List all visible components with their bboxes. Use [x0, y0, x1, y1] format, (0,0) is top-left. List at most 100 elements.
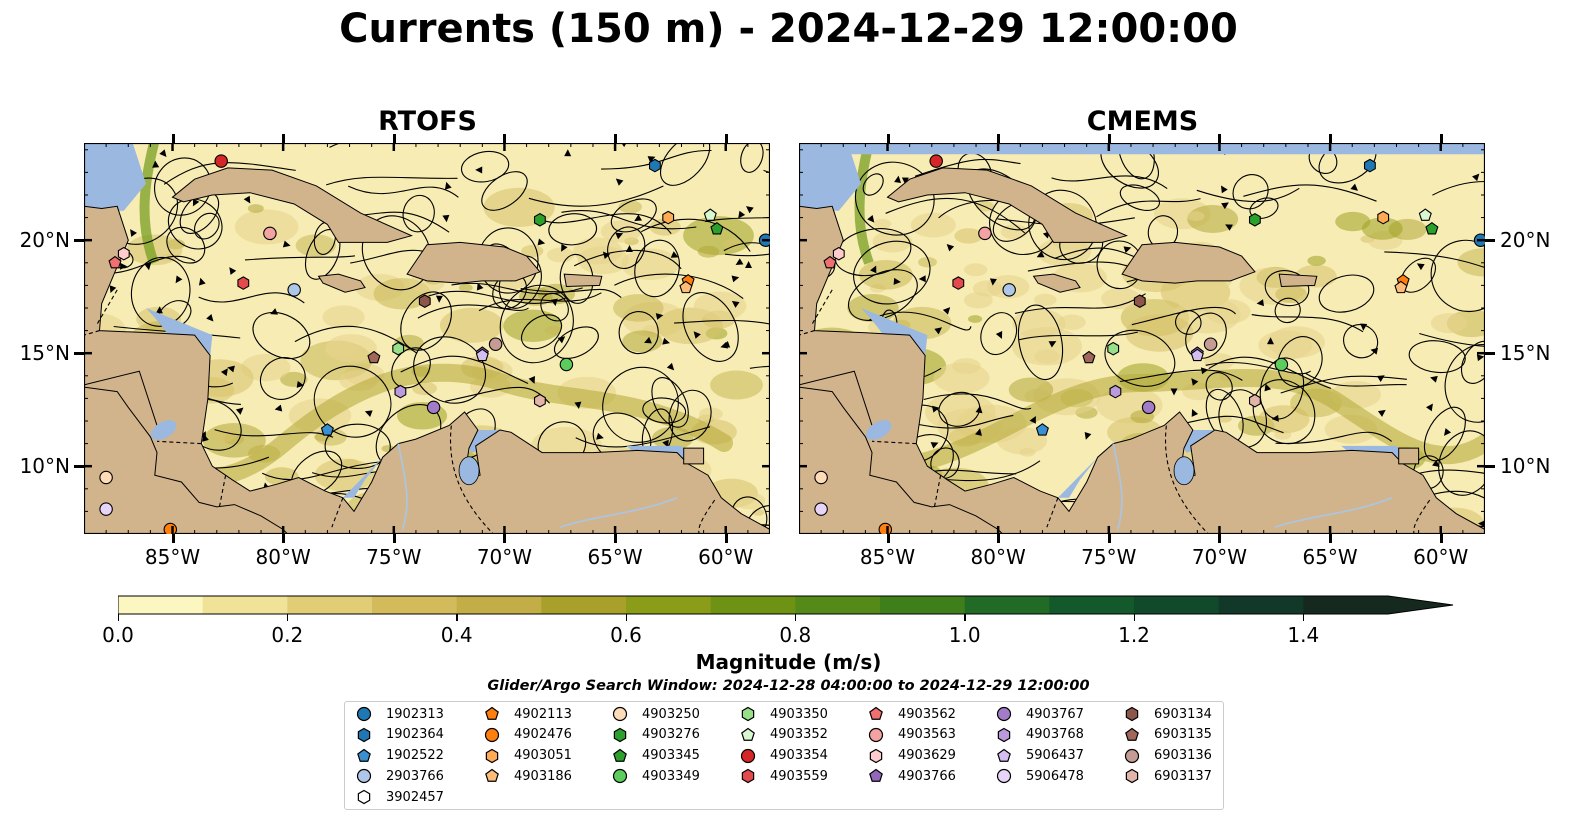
lon-tick-mark: [724, 134, 728, 143]
lat-tick-mark: [1485, 465, 1495, 469]
legend-label: 4903562: [898, 706, 956, 722]
legend-item-4903276: 4903276: [611, 726, 700, 744]
float-marker-4903350: [392, 341, 405, 356]
legend-marker-pentagon-icon: [357, 748, 371, 762]
legend-label: 3902457: [386, 789, 444, 805]
legend-marker-pentagon-icon: [869, 706, 883, 720]
legend-label: 4903051: [514, 748, 572, 764]
lon-tick-mark: [392, 134, 396, 143]
legend-label: 4903276: [642, 727, 700, 743]
legend-item-5906478: 5906478: [995, 767, 1084, 785]
float-marker-4903562: [823, 255, 837, 269]
legend-marker-circle-icon: [612, 769, 628, 784]
map-ticks: [84, 143, 770, 534]
legend-label: 4903350: [770, 706, 828, 722]
float-marker-6903134: [1133, 294, 1146, 309]
lon-tick-mark: [1329, 134, 1333, 143]
float-marker-4903768: [394, 384, 407, 399]
float-marker-4902476: [878, 522, 893, 534]
legend-marker-hexagon-icon: [357, 789, 371, 805]
colorbar-tick-label: 0.6: [610, 623, 642, 647]
colorbar-tick-mark: [794, 614, 797, 621]
float-markers: [814, 154, 1485, 534]
lon-tick-mark: [171, 134, 175, 143]
lon-tick-mark: [886, 134, 890, 143]
legend-item-4903051: 4903051: [483, 747, 572, 765]
legend-label: 5906437: [1026, 748, 1084, 764]
float-marker-5906478: [814, 502, 828, 516]
land: [799, 143, 1485, 534]
float-marker-4903768: [1109, 384, 1122, 399]
float-marker-4903354: [929, 154, 943, 168]
rivers: [397, 443, 678, 530]
legend-item-4903350: 4903350: [739, 705, 828, 723]
lat-tick-label-left: 20°N: [19, 228, 70, 253]
colorbar-tick-mark: [964, 614, 966, 621]
search-window-text: Glider/Argo Search Window: 2024-12-28 04…: [487, 678, 1090, 694]
panel-title-cmems: CMEMS: [1086, 106, 1199, 137]
colorbar-tick-mark: [456, 614, 458, 621]
colorbar-tick-label: 0.2: [271, 623, 304, 647]
legend-item-3902457: 3902457: [355, 788, 444, 806]
lon-tick-mark: [997, 134, 1001, 143]
lon-tick-label: 70°W: [476, 545, 533, 569]
lon-tick-mark: [886, 534, 890, 543]
legend-marker-hexagon-icon: [741, 769, 755, 784]
lat-tick-mark: [1485, 352, 1495, 356]
legend-label: 6903134: [1154, 706, 1212, 722]
legend-marker-pentagon-icon: [869, 769, 883, 783]
legend-item-1902313: 1902313: [355, 705, 444, 723]
legend-item-5906437: 5906437: [995, 747, 1084, 765]
legend-marker-circle-icon: [740, 748, 756, 763]
float-marker-1902364: [1363, 158, 1376, 173]
lon-tick-mark: [1439, 534, 1443, 543]
lat-tick-label-left: 10°N: [19, 454, 70, 479]
float-marker-4903559: [237, 276, 250, 290]
lon-tick-mark: [724, 534, 728, 543]
lon-tick-mark: [1107, 134, 1111, 143]
float-marker-5906437: [475, 348, 489, 362]
legend-item-4902113: 4902113: [483, 705, 572, 723]
legend-item-4903345: 4903345: [611, 747, 700, 765]
float-marker-1902522: [320, 423, 334, 436]
float-marker-6903137: [1248, 393, 1261, 408]
colorbar-tick-label: 1.0: [948, 623, 981, 647]
legend-item-1902522: 1902522: [355, 747, 444, 765]
colorbar-segments: [118, 596, 1389, 614]
float-marker-2903766: [1002, 283, 1016, 297]
legend-marker-hexagon-icon: [741, 706, 755, 722]
float-marker-4903354: [214, 154, 228, 168]
lat-tick-label-right: 10°N: [1500, 454, 1551, 479]
float-marker-5906478: [99, 502, 113, 516]
float-marker-4903186: [1394, 280, 1408, 294]
float-marker-4903629: [117, 246, 130, 261]
legend-item-4903352: 4903352: [739, 726, 828, 744]
float-marker-4903349: [1274, 357, 1289, 372]
lon-tick-mark: [503, 534, 507, 543]
legend-item-6903136: 6903136: [1123, 747, 1212, 765]
float-marker-4903345: [710, 222, 724, 235]
legend-item-4903559: 4903559: [739, 767, 828, 785]
legend-marker-circle-icon: [996, 706, 1012, 722]
lon-tick-mark: [282, 534, 286, 543]
float-marker-4903276: [533, 212, 546, 227]
land: [84, 143, 770, 534]
legend-label: 4903352: [770, 727, 828, 743]
float-marker-4903562: [108, 255, 122, 269]
colorbar-tick-label: 1.2: [1118, 623, 1150, 647]
legend-label: 4903768: [1026, 727, 1084, 743]
legend-item-6903134: 6903134: [1123, 705, 1212, 723]
colorbar-tick-mark: [625, 614, 627, 621]
lat-tick-label-left: 15°N: [19, 341, 70, 366]
legend-label: 4902476: [514, 727, 572, 743]
legend-marker-pentagon-icon: [485, 706, 499, 720]
legend-marker-pentagon-icon: [1125, 727, 1139, 741]
lon-tick-mark: [1439, 134, 1443, 143]
float-marker-4903186: [679, 280, 693, 294]
float-markers: [99, 154, 770, 534]
float-marker-4903767: [426, 400, 441, 415]
legend-label: 4903345: [642, 748, 700, 764]
float-marker-6903136: [1203, 337, 1218, 351]
float-marker-4903350: [1107, 341, 1120, 356]
legend-item-4903186: 4903186: [483, 767, 572, 785]
